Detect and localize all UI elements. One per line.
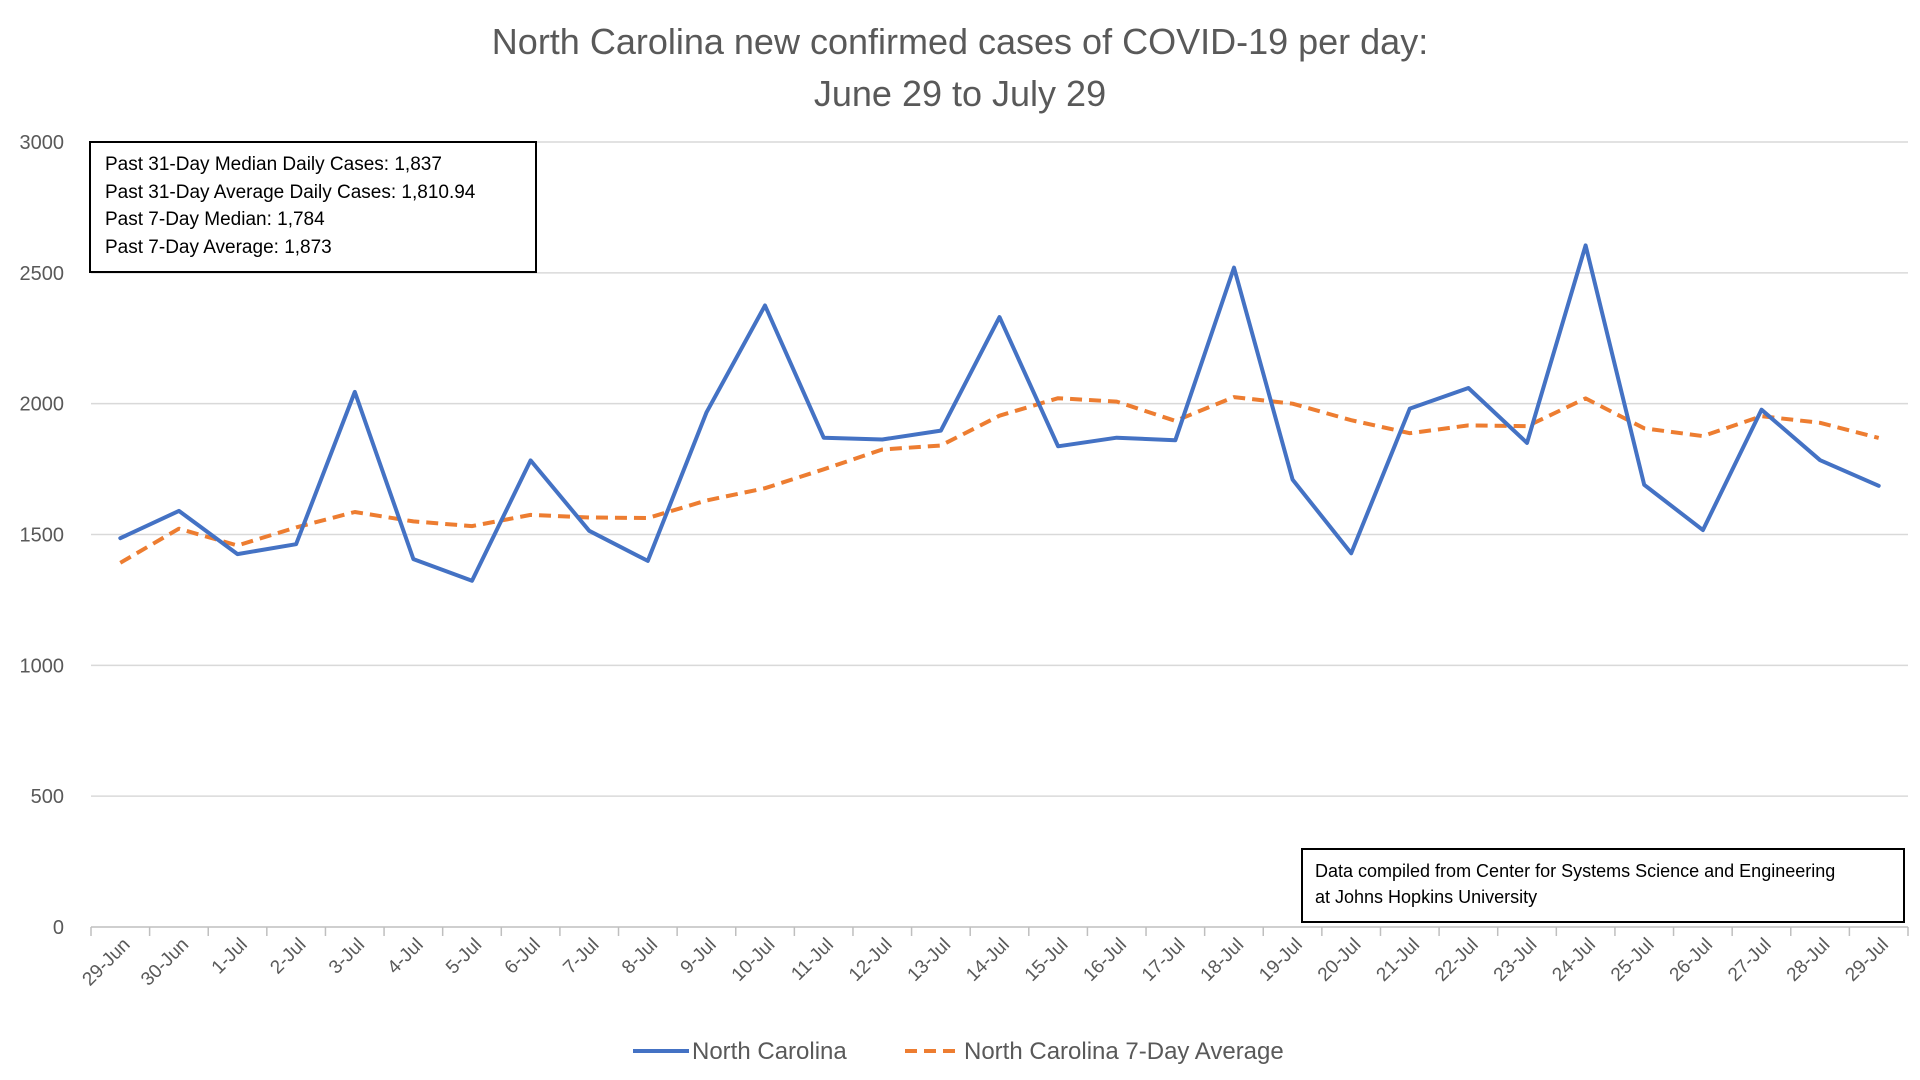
chart-title: North Carolina new confirmed cases of CO… — [0, 16, 1920, 120]
x-tick-label-18-Jul: 18-Jul — [1197, 934, 1248, 985]
x-tick-label-28-Jul: 28-Jul — [1783, 934, 1834, 985]
x-tick-label-17-Jul: 17-Jul — [1138, 934, 1189, 985]
x-tick-label-16-Jul: 16-Jul — [1080, 934, 1131, 985]
x-tick-label-26-Jul: 26-Jul — [1666, 934, 1717, 985]
x-axis-tick-labels: 29-Jun 30-Jun 1-Jul 2-Jul 3-Jul 4-Jul 5-Jul 6-J… — [79, 934, 1893, 990]
x-tick-label-10-Jul: 10-Jul — [728, 934, 779, 985]
data-source-line-2: at Johns Hopkins University — [1315, 887, 1538, 907]
x-tick-label-2-Jul: 2-Jul — [266, 934, 310, 978]
legend-label-north-carolina-7-day-average: North Carolina 7-Day Average — [964, 1038, 1284, 1065]
x-tick-label-20-Jul: 20-Jul — [1314, 934, 1365, 985]
y-tick-label-2000: 2000 — [20, 394, 65, 416]
x-tick-label-23-Jul: 23-Jul — [1490, 934, 1541, 985]
y-tick-label-1000: 1000 — [20, 655, 65, 677]
x-tick-label-9-Jul: 9-Jul — [677, 934, 721, 978]
x-tick-label-29-Jun: 29-Jun — [79, 934, 135, 990]
x-tick-label-25-Jul: 25-Jul — [1607, 934, 1658, 985]
summary-stats-box: Past 31-Day Median Daily Cases: 1,837 Pa… — [89, 141, 537, 273]
x-tick-label-5-Jul: 5-Jul — [442, 934, 486, 978]
x-tick-label-11-Jul: 11-Jul — [787, 934, 837, 984]
x-tick-label-7-Jul: 7-Jul — [559, 934, 603, 978]
series-line-north-carolina — [118, 243, 1881, 583]
x-tick-label-19-Jul: 19-Jul — [1255, 934, 1306, 985]
x-tick-label-14-Jul: 14-Jul — [962, 934, 1013, 985]
x-tick-label-27-Jul: 27-Jul — [1724, 934, 1775, 985]
stat-31-day-average: Past 31-Day Average Daily Cases: 1,810.9… — [105, 181, 476, 203]
x-tick-label-29-Jul: 29-Jul — [1841, 934, 1892, 985]
stat-31-day-median: Past 31-Day Median Daily Cases: 1,837 — [105, 154, 442, 175]
y-tick-label-500: 500 — [31, 786, 64, 808]
y-tick-label-2500: 2500 — [20, 263, 65, 285]
legend: North Carolina North Carolina 7-Day Avera… — [633, 1038, 1284, 1065]
x-tick-label-6-Jul: 6-Jul — [501, 934, 545, 978]
x-tick-label-21-Jul: 21-Jul — [1373, 934, 1424, 985]
data-source-note: Data compiled from Center for Systems Sc… — [1301, 848, 1905, 923]
stat-7-day-average: Past 7-Day Average: 1,873 — [105, 236, 332, 258]
x-tick-label-24-Jul: 24-Jul — [1548, 934, 1599, 985]
series-lines — [118, 243, 1881, 583]
y-tick-label-3000: 3000 — [20, 132, 65, 154]
x-tick-label-13-Jul: 13-Jul — [904, 934, 955, 985]
x-tick-label-4-Jul: 4-Jul — [384, 934, 428, 978]
y-axis-tick-labels: 0 500 1000 1500 2000 2500 3000 — [20, 132, 65, 939]
x-tick-label-8-Jul: 8-Jul — [618, 934, 662, 978]
y-tick-label-0: 0 — [53, 917, 64, 939]
x-tick-label-3-Jul: 3-Jul — [325, 934, 369, 978]
y-tick-label-1500: 1500 — [20, 525, 65, 547]
x-tick-label-15-Jul: 15-Jul — [1021, 934, 1072, 985]
x-tick-label-22-Jul: 22-Jul — [1431, 934, 1482, 985]
x-tick-label-30-Jun: 30-Jun — [137, 934, 193, 990]
series-line-north-carolina-7-day-average — [119, 395, 1880, 565]
x-tick-label-12-Jul: 12-Jul — [845, 934, 896, 985]
legend-label-north-carolina: North Carolina — [692, 1038, 847, 1065]
chart-title-line-2: June 29 to July 29 — [813, 73, 1107, 114]
stat-7-day-median: Past 7-Day Median: 1,784 — [105, 209, 325, 230]
x-axis — [90, 926, 1909, 936]
x-tick-label-1-Jul: 1-Jul — [208, 934, 252, 978]
chart-title-line-1: North Carolina new confirmed cases of CO… — [491, 21, 1429, 62]
data-source-line-1: Data compiled from Center for Systems Sc… — [1315, 861, 1836, 881]
